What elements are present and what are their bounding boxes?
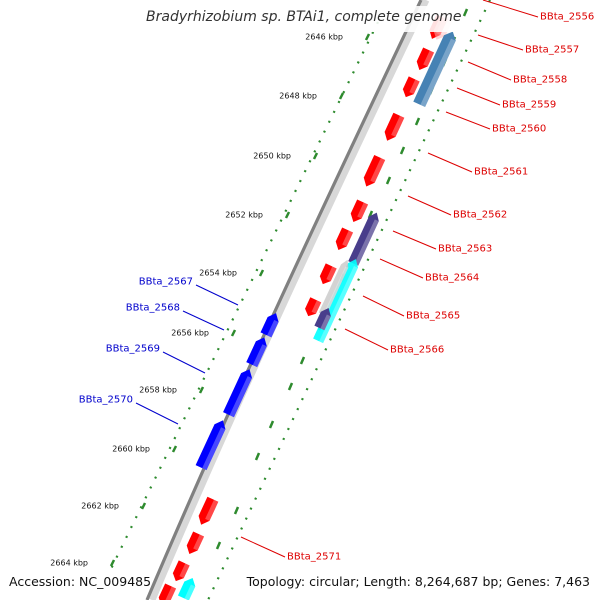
- forward-cds-arrow: [198, 496, 219, 525]
- highlight-cds-arrow: [318, 259, 349, 316]
- callout-line: [182, 310, 225, 331]
- callout-line: [379, 258, 424, 279]
- kbp-tick-label: 2648 kbp: [279, 91, 317, 101]
- callout-line: [482, 0, 539, 18]
- highlight-cds-arrow: [413, 31, 456, 108]
- callout-line: [344, 328, 389, 351]
- accession-text: Accession: NC_009485: [9, 574, 152, 589]
- gene-label[interactable]: BBta_2561: [474, 166, 529, 178]
- backbone-shadow: [148, 0, 430, 600]
- reverse-cds-arrow: [223, 369, 253, 418]
- kbp-tick-label: 2664 kbp: [50, 558, 88, 568]
- kbp-tick-label: 2652 kbp: [225, 210, 263, 220]
- gene-label[interactable]: BBta_2568: [125, 302, 180, 314]
- kbp-tick-mark: [198, 386, 205, 394]
- reverse-cds-arrow: [195, 420, 226, 471]
- callout-line: [195, 284, 239, 306]
- gene-label[interactable]: BBta_2558: [513, 74, 568, 86]
- gene-label[interactable]: BBta_2562: [453, 209, 508, 221]
- kbp-tick-mark: [284, 211, 291, 219]
- forward-cds-arrow: [363, 154, 386, 187]
- kbp-tick-label: 2654 kbp: [199, 268, 237, 278]
- forward-cds-arrow: [402, 76, 420, 98]
- kbp-tick-mark: [140, 502, 147, 510]
- forward-cds-arrow: [186, 531, 205, 554]
- kbp-tick-mark: [230, 329, 237, 337]
- reverse-cds-arrow: [260, 313, 279, 338]
- gene-label[interactable]: BBta_2565: [406, 310, 461, 322]
- kbp-tick-mark: [171, 445, 178, 453]
- highlight-cds-arrow: [348, 212, 379, 266]
- title-backdrop: [141, 6, 461, 32]
- callout-line: [392, 230, 437, 250]
- kbp-tick-label: 2658 kbp: [139, 385, 177, 395]
- kbp-tick-mark: [414, 117, 421, 126]
- forward-cds-arrow: [305, 297, 322, 317]
- callout-line: [240, 536, 286, 558]
- forward-cds-arrow: [350, 199, 369, 222]
- gene-label[interactable]: BBta_2563: [438, 243, 493, 255]
- callout-line: [467, 61, 512, 81]
- genome-title: Bradyrhizobium sp. BTAi1, complete genom…: [146, 9, 462, 25]
- kbp-tick-mark: [109, 559, 116, 567]
- callout-line: [162, 351, 206, 374]
- forward-cds-arrow: [158, 583, 177, 600]
- kbp-tick-label: 2662 kbp: [81, 501, 119, 511]
- callout-line: [427, 152, 473, 173]
- forward-cds-arrow: [416, 47, 435, 70]
- callout-line: [456, 87, 501, 106]
- gene-label[interactable]: BBta_2569: [105, 343, 160, 355]
- forward-cds-arrow: [319, 263, 337, 285]
- callout-line: [407, 195, 452, 216]
- gene-label[interactable]: BBta_2564: [425, 272, 480, 284]
- gene-label[interactable]: BBta_2571: [287, 551, 342, 563]
- kbp-tick-label: 2650 kbp: [253, 151, 291, 161]
- kbp-tick-mark: [364, 33, 371, 41]
- callout-line: [477, 34, 524, 51]
- gene-label[interactable]: BBta_2566: [390, 344, 445, 356]
- kbp-tick-mark: [385, 176, 392, 185]
- kbp-tick-label: 2660 kbp: [112, 444, 150, 454]
- gene-label[interactable]: BBta_2556: [540, 11, 595, 23]
- kbp-tick-mark: [215, 541, 222, 550]
- forward-cds-arrow: [172, 560, 190, 582]
- gene-label[interactable]: BBta_2570: [78, 394, 133, 406]
- kbp-tick-mark: [338, 92, 345, 100]
- gene-label[interactable]: BBta_2567: [138, 276, 193, 288]
- kbp-tick-mark: [299, 356, 306, 365]
- kbp-tick-label: 2656 kbp: [171, 328, 209, 338]
- kbp-tick-label: 2646 kbp: [305, 32, 343, 42]
- gene-label[interactable]: BBta_2557: [525, 44, 580, 56]
- kbp-tick-mark: [258, 269, 265, 277]
- kbp-tick-mark: [233, 506, 240, 515]
- kbp-tick-mark: [287, 382, 294, 391]
- callout-line: [362, 295, 405, 317]
- reverse-cds-arrow: [246, 337, 267, 368]
- highlight-cds-arrow: [314, 308, 331, 331]
- kbp-tick-mark: [462, 8, 469, 17]
- gene-label[interactable]: BBta_2559: [502, 99, 557, 111]
- backbone-ring: [145, 0, 423, 600]
- outer-dotted-ring: [207, 0, 491, 600]
- forward-cds-arrow: [335, 227, 354, 250]
- callout-line: [135, 402, 179, 425]
- kbp-tick-mark: [399, 146, 406, 155]
- callout-line: [445, 111, 491, 130]
- gene-label[interactable]: BBta_2560: [492, 123, 547, 135]
- topology-text: Topology: circular; Length: 8,264,687 bp…: [246, 574, 590, 589]
- kbp-tick-mark: [268, 420, 275, 429]
- kbp-tick-mark: [254, 452, 261, 461]
- kbp-tick-mark: [312, 152, 319, 160]
- highlight-cds-arrow: [177, 578, 196, 600]
- forward-cds-arrow: [384, 112, 405, 141]
